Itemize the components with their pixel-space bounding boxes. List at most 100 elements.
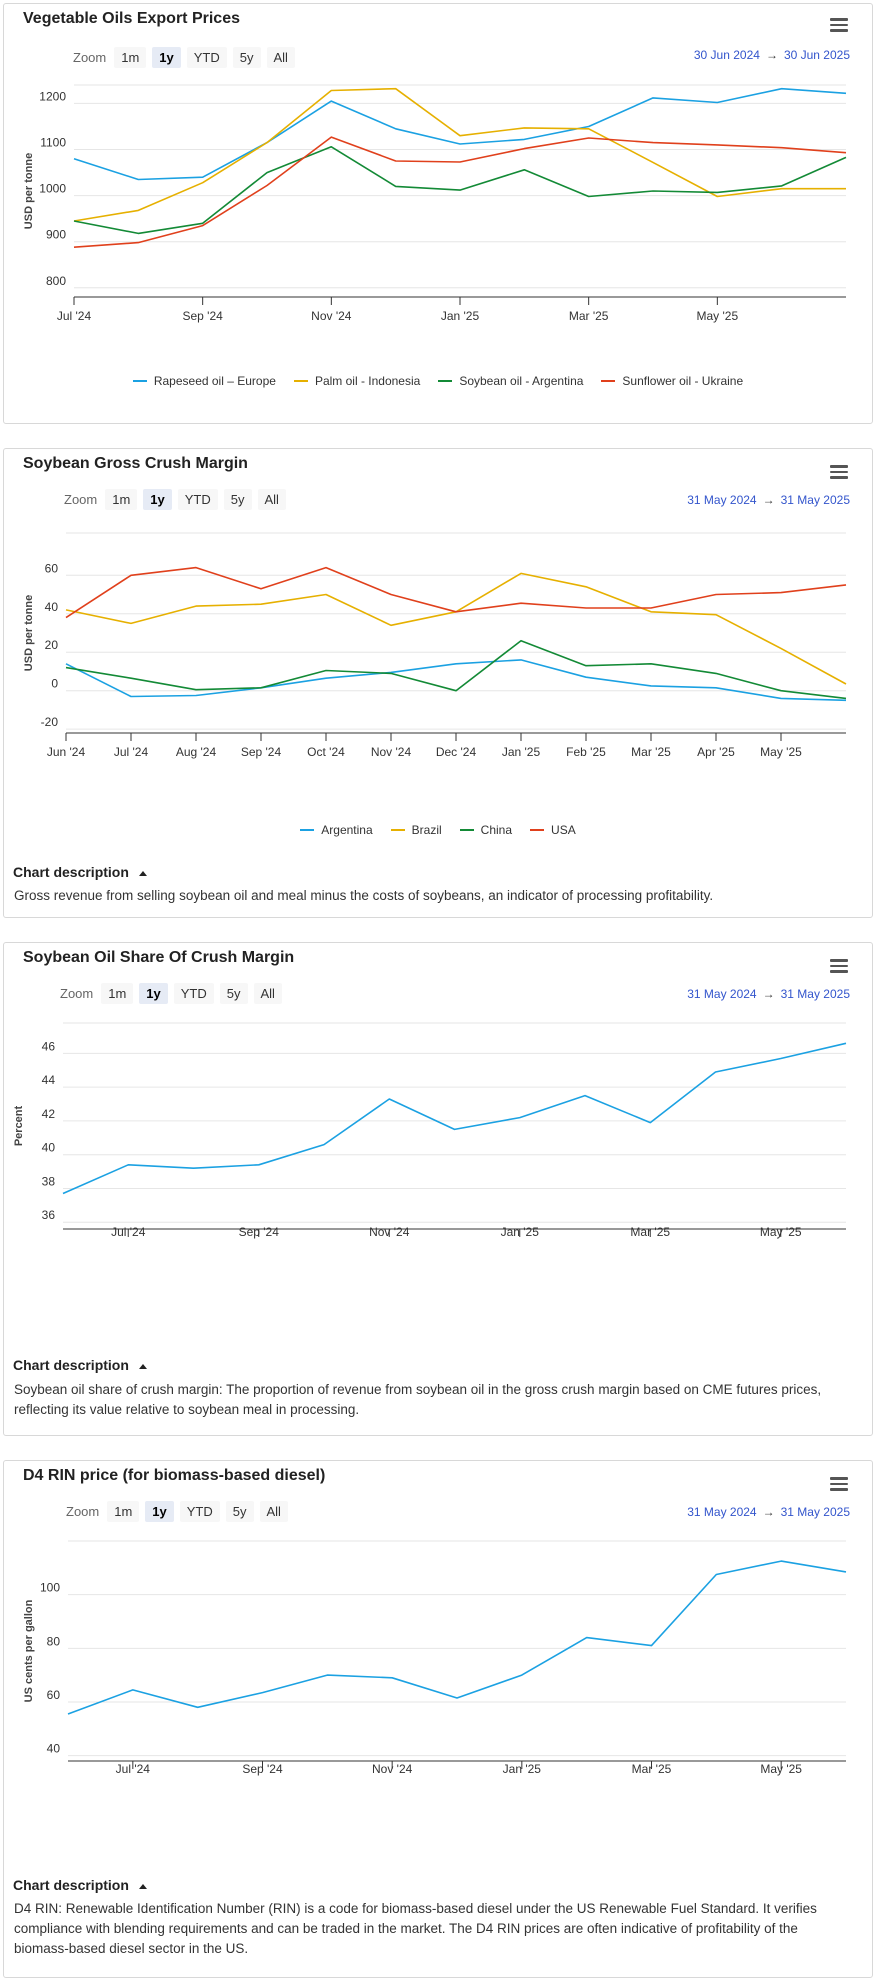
y-tick-label: 100 (40, 1581, 60, 1595)
zoom-5y-button[interactable]: 5y (232, 47, 261, 68)
zoom-label: Zoom (60, 986, 94, 1001)
chart-title: Soybean Gross Crush Margin (23, 455, 248, 472)
range-from[interactable]: 31 May 2024 (687, 987, 757, 1001)
legend-item[interactable]: USA (530, 823, 576, 837)
y-axis-title: Percent (13, 1105, 25, 1146)
x-tick-label: Mar '25 (569, 309, 609, 323)
description-title: Chart description (13, 1357, 129, 1373)
zoom-ytd-button[interactable]: YTD (177, 489, 218, 510)
zoom-1y-button[interactable]: 1y (145, 1501, 174, 1522)
legend-swatch (438, 380, 453, 382)
x-tick-label: Nov '24 (371, 745, 412, 759)
legend: Argentina Brazil China USA (4, 823, 872, 837)
x-tick-label: Mar '25 (630, 1225, 670, 1239)
legend-item[interactable]: Rapeseed oil – Europe (132, 374, 276, 388)
series-line-soybean-oil-argentina[interactable] (73, 146, 847, 235)
series-line-palm-oil-indonesia[interactable] (73, 87, 846, 222)
chart-card-oil-share: Soybean Oil Share Of Crush Margin Zoom 1… (3, 942, 873, 1436)
zoom-ytd-button[interactable]: YTD (186, 47, 227, 68)
hamburger-menu-icon[interactable] (830, 465, 848, 479)
x-tick-label: May '25 (760, 745, 802, 759)
series-line-argentina[interactable] (65, 659, 847, 702)
legend-swatch (293, 380, 308, 382)
zoom-controls: Zoom 1m 1y YTD 5y All (64, 489, 292, 510)
legend-item[interactable]: China (459, 823, 513, 837)
legend-item[interactable]: Argentina (300, 823, 373, 837)
hamburger-menu-icon[interactable] (830, 18, 848, 32)
chart-title: Vegetable Oils Export Prices (23, 10, 240, 27)
series-line-brazil[interactable] (65, 572, 847, 685)
series-line-rapeseed-oil-europe[interactable] (73, 87, 847, 181)
chart-title: D4 RIN price (for biomass-based diesel) (23, 1467, 326, 1484)
chart-card-vegetable-oils: Vegetable Oils Export Prices Zoom 1m 1y … (3, 3, 873, 424)
x-tick-label: Jan '25 (501, 1225, 540, 1239)
series-line-sunflower-oil-ukraine[interactable] (73, 136, 847, 248)
legend-label: China (480, 823, 513, 837)
zoom-1y-button[interactable]: 1y (143, 489, 172, 510)
legend-label: Soybean oil - Argentina (459, 374, 584, 388)
zoom-5y-button[interactable]: 5y (219, 983, 248, 1004)
x-tick-label: Aug '24 (176, 745, 217, 759)
x-tick-label: May '25 (697, 309, 739, 323)
zoom-1y-button[interactable]: 1y (139, 983, 168, 1004)
plot-area[interactable]: -20 0 20 40 60 Jun '24 Jul '24 Aug '24 Sep '24 Oc… (4, 513, 872, 813)
plot-area[interactable]: 36 38 40 42 44 46 Jul '24 Sep '24 Nov '24 Jan '25… (4, 1007, 872, 1317)
chart-description-toggle[interactable]: Chart description (13, 1877, 147, 1893)
range-to[interactable]: 31 May 2025 (780, 493, 850, 507)
x-tick-label: Jan '25 (503, 1762, 542, 1776)
range-arrow-icon: → (762, 987, 775, 1001)
plot-area[interactable]: 40 60 80 100 Jul '24 Sep '24 Nov '24 Jan '25 Mar… (4, 1525, 872, 1845)
x-tick-label: Mar '25 (632, 1762, 672, 1776)
x-tick-label: Nov '24 (372, 1762, 413, 1776)
legend-item[interactable]: Palm oil - Indonesia (293, 374, 420, 388)
zoom-ytd-button[interactable]: YTD (173, 983, 214, 1004)
legend-item[interactable]: Sunflower oil - Ukraine (601, 374, 743, 388)
legend-item[interactable]: Soybean oil - Argentina (438, 374, 583, 388)
date-range: 31 May 2024 → 31 May 2025 (687, 987, 850, 1001)
range-to[interactable]: 31 May 2025 (780, 1505, 850, 1519)
series-line-usa[interactable] (65, 566, 847, 619)
zoom-1m-button[interactable]: 1m (114, 47, 147, 68)
range-from[interactable]: 30 Jun 2024 (693, 48, 760, 62)
chart-description-toggle[interactable]: Chart description (13, 1357, 147, 1373)
legend-label: Brazil (411, 823, 442, 837)
plot-area[interactable]: 800 900 1000 1100 1200 Jul '24 Sep '24 Nov '24 J… (4, 70, 872, 380)
hamburger-menu-icon[interactable] (830, 1477, 848, 1491)
range-to[interactable]: 31 May 2025 (780, 987, 850, 1001)
legend-label: USA (551, 823, 576, 837)
y-tick-label: 42 (42, 1107, 56, 1121)
chart-description: Soybean oil share of crush margin: The p… (14, 1382, 822, 1417)
zoom-all-button[interactable]: All (253, 983, 282, 1004)
date-range: 31 May 2024 → 31 May 2025 (687, 493, 850, 507)
zoom-1y-button[interactable]: 1y (152, 47, 181, 68)
x-tick-label: Apr '25 (697, 745, 735, 759)
zoom-5y-button[interactable]: 5y (223, 489, 252, 510)
x-tick-label: Jan '25 (502, 745, 541, 759)
zoom-1m-button[interactable]: 1m (105, 489, 138, 510)
range-from[interactable]: 31 May 2024 (687, 1505, 757, 1519)
zoom-ytd-button[interactable]: YTD (179, 1501, 220, 1522)
legend-label: Rapeseed oil – Europe (153, 374, 276, 388)
y-tick-label: 46 (42, 1039, 56, 1053)
range-from[interactable]: 31 May 2024 (687, 493, 757, 507)
zoom-all-button[interactable]: All (266, 47, 295, 68)
zoom-all-button[interactable]: All (259, 1501, 288, 1522)
zoom-1m-button[interactable]: 1m (107, 1501, 140, 1522)
x-tick-label: Jul '24 (57, 309, 92, 323)
x-tick-label: Dec '24 (436, 745, 477, 759)
series-line-0[interactable] (62, 1042, 847, 1195)
legend: Rapeseed oil – Europe Palm oil - Indonesi… (4, 374, 872, 388)
zoom-1m-button[interactable]: 1m (101, 983, 134, 1004)
legend-item[interactable]: Brazil (390, 823, 442, 837)
x-tick-label: Sep '24 (242, 1762, 283, 1776)
zoom-all-button[interactable]: All (257, 489, 286, 510)
x-tick-label: Sep '24 (239, 1225, 280, 1239)
series-line-0[interactable] (67, 1560, 847, 1715)
chart-description-toggle[interactable]: Chart description (13, 864, 147, 880)
x-tick-label: Jul '24 (114, 745, 149, 759)
zoom-5y-button[interactable]: 5y (225, 1501, 254, 1522)
series-line-china[interactable] (65, 639, 847, 700)
x-tick-label: Oct '24 (307, 745, 345, 759)
hamburger-menu-icon[interactable] (830, 959, 848, 973)
range-to[interactable]: 30 Jun 2025 (783, 48, 850, 62)
